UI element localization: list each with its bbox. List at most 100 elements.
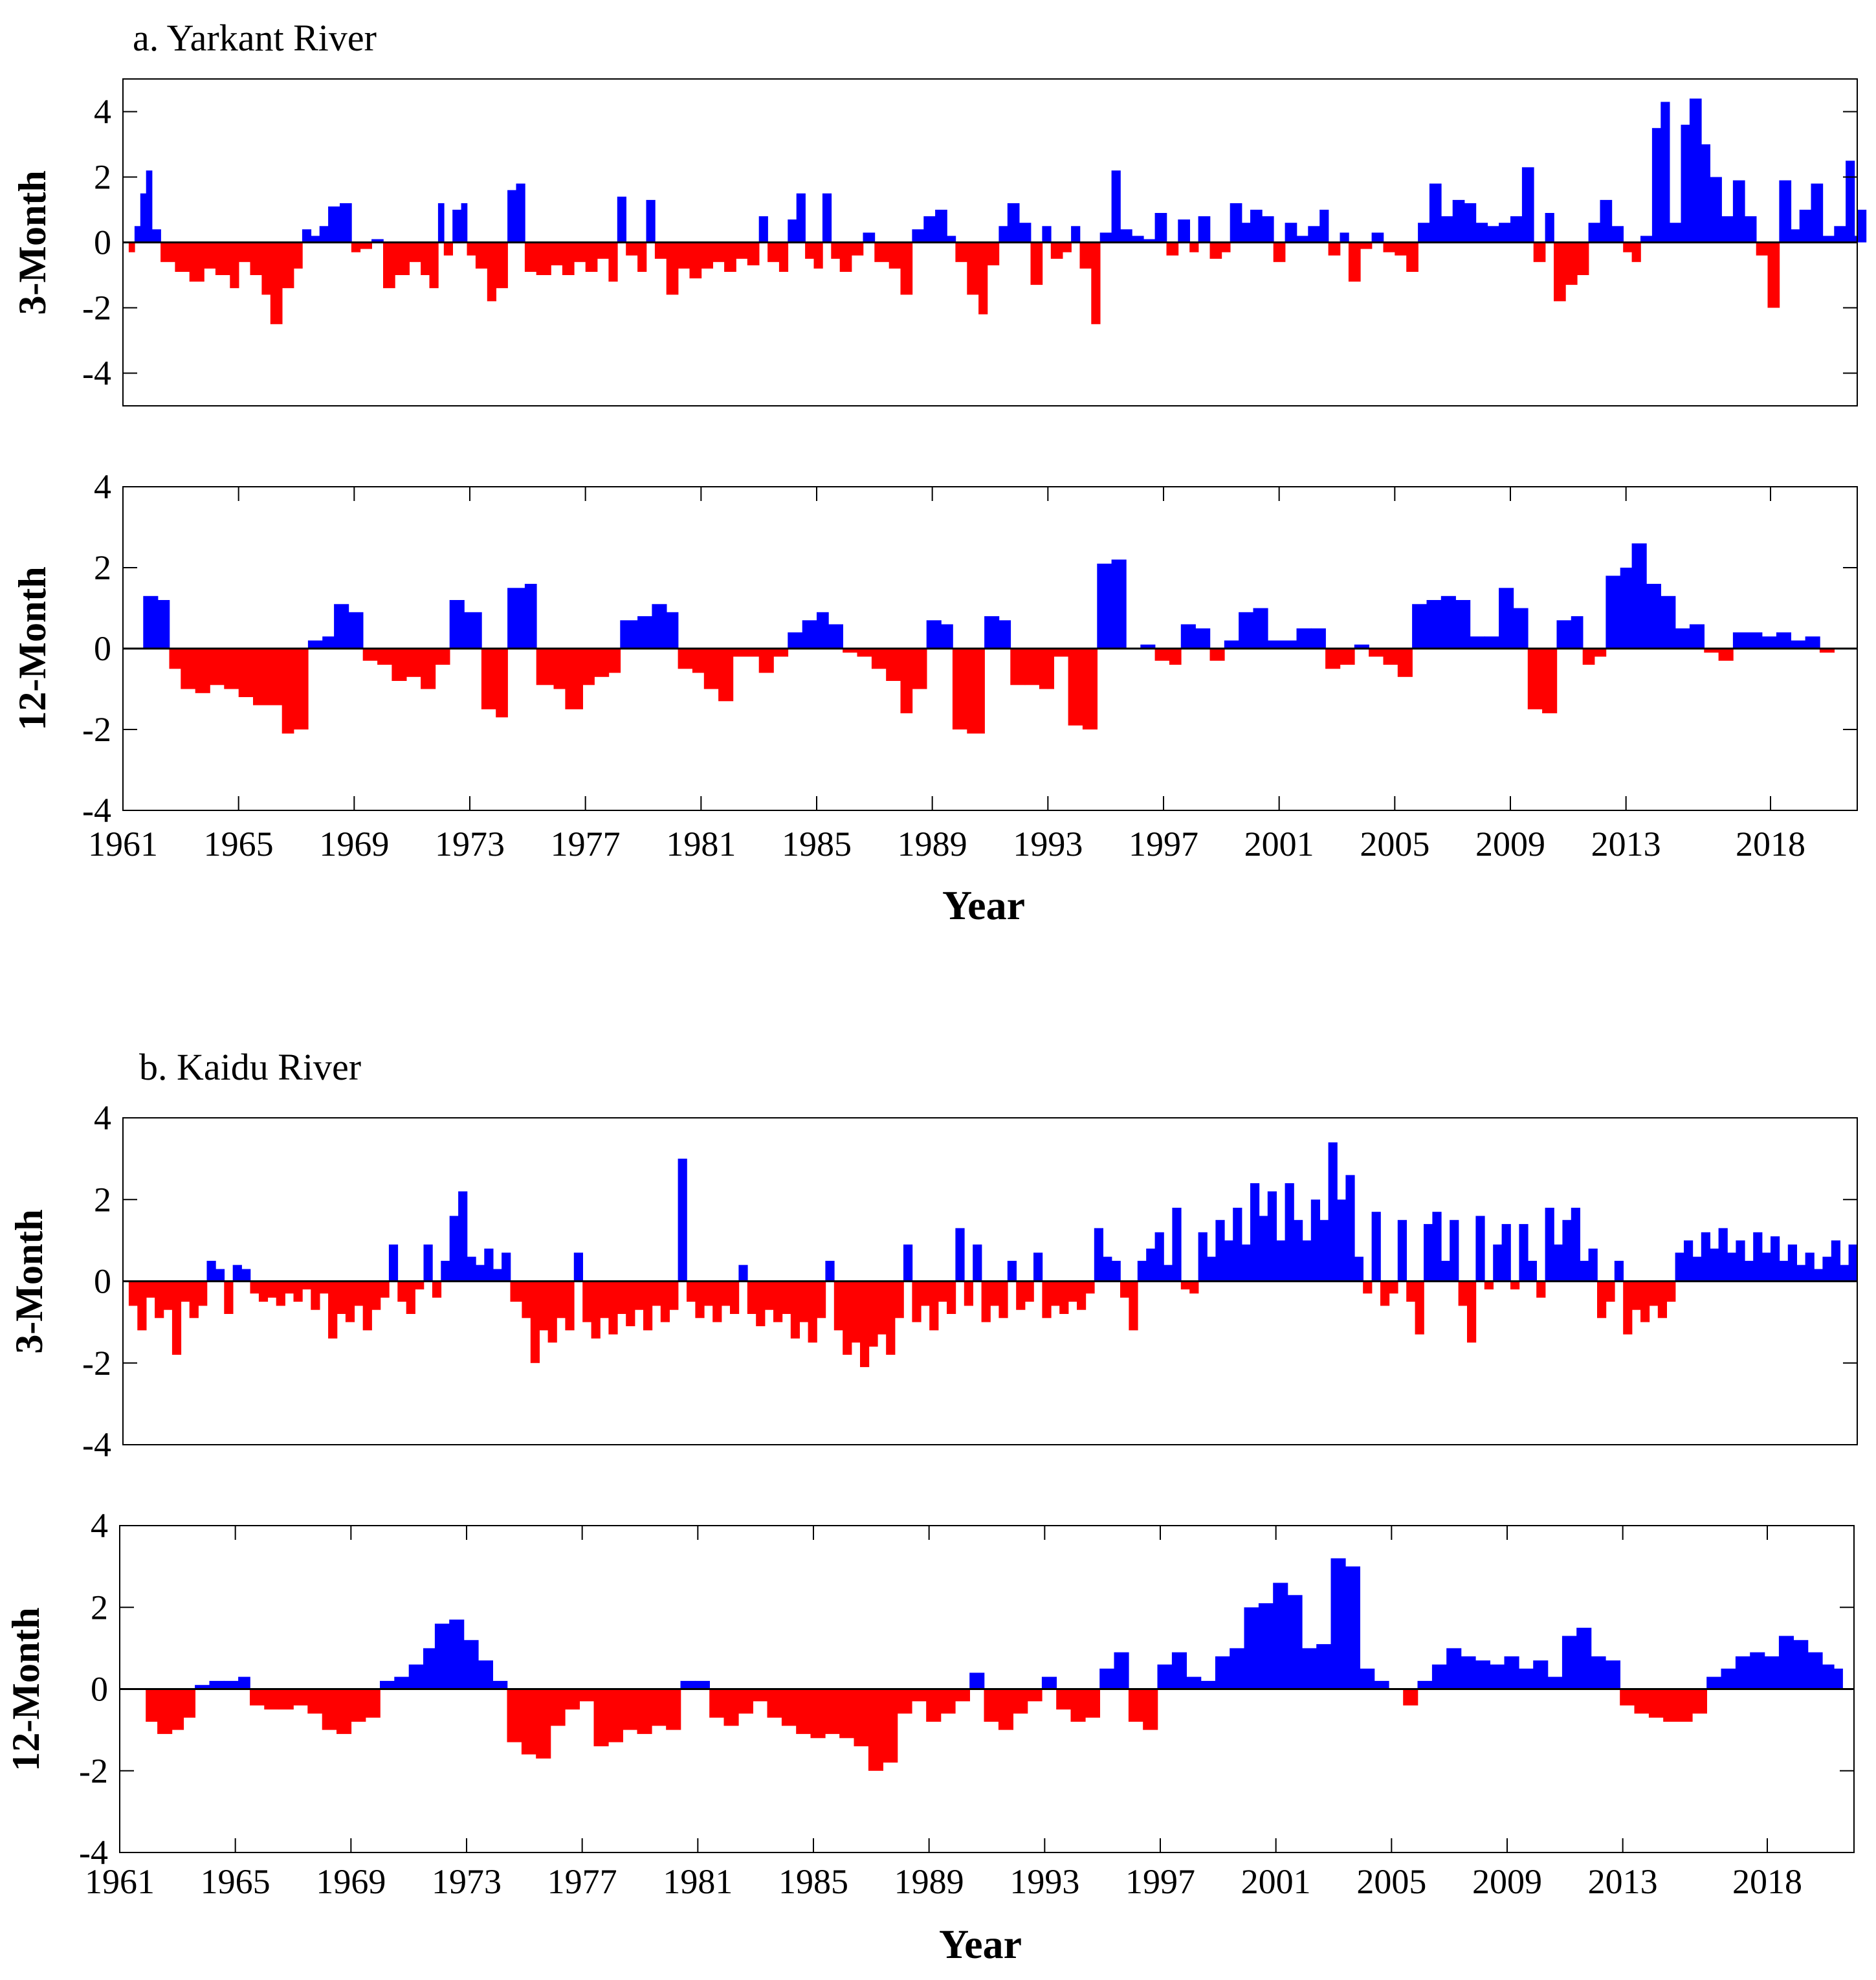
data-bar (1611, 226, 1624, 243)
data-bar (634, 1281, 644, 1310)
y-tick-label: 4 (91, 1506, 108, 1545)
data-bar (380, 1281, 390, 1298)
x-tick-label: 1969 (319, 825, 389, 863)
data-bar (1646, 584, 1661, 649)
data-bar (1799, 210, 1812, 243)
data-bar (1600, 199, 1613, 243)
data-bar (753, 1689, 768, 1702)
data-bar (250, 1689, 265, 1706)
data-bar (1767, 242, 1780, 308)
data-bar (510, 1281, 523, 1302)
data-bar (311, 1281, 320, 1310)
data-bar (1287, 1595, 1303, 1689)
data-bar (1215, 1656, 1230, 1689)
data-bar (1450, 1219, 1459, 1282)
data-bar (718, 649, 734, 702)
data-bar (408, 1664, 424, 1689)
data-bar (1518, 1668, 1534, 1689)
data-bar (920, 1281, 930, 1306)
data-bar (1779, 1260, 1789, 1282)
data-bar (380, 1680, 395, 1689)
data-bar (539, 1281, 549, 1331)
data-bar (1082, 649, 1098, 729)
data-bar (1822, 236, 1835, 243)
data-bar (1640, 236, 1653, 243)
data-bar (1085, 1689, 1100, 1718)
data-bar (1250, 1183, 1260, 1282)
data-bar (1417, 1680, 1433, 1689)
data-bar (1097, 563, 1112, 649)
x-tick-label: 2009 (1472, 1862, 1542, 1901)
data-bar (756, 1281, 766, 1326)
data-bar (434, 1623, 450, 1689)
data-bar (293, 1689, 309, 1706)
data-bar (354, 1281, 364, 1306)
data-bar (1354, 1256, 1363, 1282)
data-bar (1475, 1216, 1485, 1282)
data-bar (198, 1281, 208, 1306)
data-bar (617, 1281, 626, 1314)
data-bar (1395, 242, 1407, 256)
data-bar (1484, 636, 1499, 649)
data-bar (1718, 649, 1734, 661)
data-bar (253, 649, 269, 706)
data-bar (694, 1680, 710, 1689)
data-bar (860, 1281, 870, 1368)
x-tick-label: 1969 (316, 1862, 386, 1901)
y-tick-label: 2 (94, 158, 111, 197)
data-bar (1819, 649, 1835, 653)
data-bar (1840, 1265, 1849, 1282)
data-bar (1533, 1660, 1549, 1689)
data-bar (1542, 649, 1558, 713)
data-bar (778, 242, 789, 272)
data-bar (689, 242, 702, 279)
data-bar (241, 1269, 251, 1282)
data-bar (521, 1689, 536, 1755)
data-bar (536, 649, 555, 685)
yarkant-3-month-plot: -4 -2 0 2 4 3-Month (11, 78, 1867, 406)
data-bar (712, 242, 725, 262)
data-bar (967, 242, 979, 295)
data-bar (181, 649, 196, 689)
data-bar (1455, 600, 1471, 649)
data-bar (773, 649, 789, 657)
data-bar (883, 1689, 898, 1763)
data-bar (652, 1281, 661, 1306)
data-bar (1120, 229, 1132, 243)
data-bar (1764, 1656, 1780, 1689)
data-bar (1663, 1689, 1679, 1722)
data-bar (1778, 1636, 1794, 1689)
data-bar (1024, 649, 1040, 685)
data-bar (817, 612, 829, 649)
data-bar (1363, 1281, 1373, 1294)
data-bar (817, 1281, 826, 1318)
data-bar (1692, 1689, 1707, 1714)
data-bar (947, 236, 956, 243)
data-bar (302, 229, 312, 243)
data-bar (1513, 608, 1528, 649)
data-bar (941, 624, 953, 649)
data-bar (337, 1689, 352, 1734)
data-bar (1807, 1652, 1823, 1689)
data-bar (463, 1640, 479, 1689)
data-bar (1077, 1281, 1087, 1310)
data-bar (1582, 649, 1595, 665)
data-bar (502, 1252, 511, 1282)
data-bar (703, 1281, 713, 1306)
data-bar (1640, 1281, 1650, 1322)
data-bar (1446, 1648, 1462, 1689)
data-bar (813, 242, 823, 269)
data-bar (1721, 1668, 1736, 1689)
data-bar (1013, 1689, 1028, 1714)
data-bar (620, 620, 638, 649)
data-bar (1822, 1664, 1835, 1689)
x-tick-label: 1973 (432, 1862, 502, 1901)
data-bar (903, 1244, 913, 1282)
y-tick-label: -2 (82, 1344, 111, 1383)
y-axis-label: 12-Month (11, 566, 54, 730)
data-bar (643, 1281, 653, 1331)
data-bar (281, 649, 294, 734)
data-bar (1666, 1281, 1676, 1302)
data-bar (1744, 216, 1757, 243)
data-bar (322, 1689, 337, 1730)
